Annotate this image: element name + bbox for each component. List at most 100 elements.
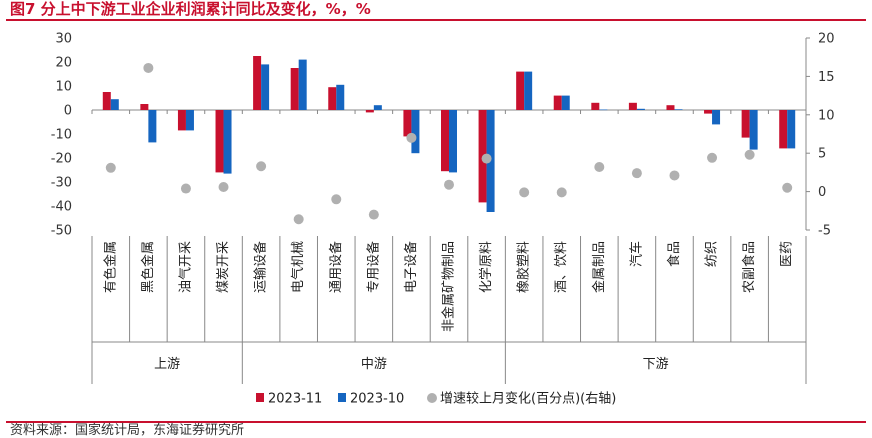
bar-2023-10 bbox=[674, 109, 683, 110]
category-label: 橡胶塑料 bbox=[516, 241, 532, 293]
bar-2023-10 bbox=[185, 110, 194, 131]
bar-2023-11 bbox=[704, 110, 713, 114]
change-point bbox=[707, 152, 718, 163]
bar-2023-10 bbox=[712, 110, 721, 125]
bar-2023-10 bbox=[787, 110, 796, 149]
y-left-tick-label: 10 bbox=[55, 80, 72, 95]
y-left-tick-label: 30 bbox=[55, 32, 72, 47]
bar-2023-10 bbox=[599, 109, 608, 111]
legend-swatch bbox=[338, 393, 346, 402]
change-point bbox=[669, 170, 680, 181]
group-label: 上游 bbox=[154, 357, 180, 372]
bar-2023-10 bbox=[336, 84, 345, 110]
bar-2023-11 bbox=[553, 95, 562, 110]
change-point bbox=[406, 132, 417, 143]
legend-swatch bbox=[256, 393, 264, 402]
bar-2023-10 bbox=[636, 108, 645, 110]
y-left-tick-label: -50 bbox=[51, 224, 72, 239]
bar-2023-11 bbox=[591, 102, 600, 110]
y-left-tick-label: -10 bbox=[51, 128, 72, 143]
bar-2023-10 bbox=[749, 110, 758, 150]
legend-swatch bbox=[427, 393, 437, 403]
y-right-tick-label: -5 bbox=[818, 224, 831, 239]
bar-2023-11 bbox=[441, 110, 449, 172]
change-point bbox=[180, 183, 191, 194]
bar-2023-11 bbox=[253, 56, 262, 110]
source-note: 资料来源：国家统计局，东海证券研究所 bbox=[10, 423, 245, 438]
y-right-tick-label: 0 bbox=[818, 185, 826, 200]
y-right-tick-label: 5 bbox=[818, 147, 826, 162]
change-point bbox=[744, 149, 755, 160]
change-point bbox=[368, 209, 379, 220]
bar-2023-11 bbox=[516, 71, 525, 110]
bar-2023-10 bbox=[298, 59, 307, 110]
category-label: 油气开采 bbox=[177, 241, 193, 293]
y-left-tick-label: 0 bbox=[64, 104, 72, 119]
change-point bbox=[631, 168, 642, 179]
change-point bbox=[444, 179, 454, 190]
y-right-tick-label: 10 bbox=[818, 108, 835, 123]
category-label: 金属制品 bbox=[591, 241, 607, 293]
change-point bbox=[218, 181, 229, 192]
bar-2023-11 bbox=[666, 105, 675, 110]
change-point bbox=[293, 214, 304, 225]
chart: 30 20 10 0 -10 -20 -30 -40 -50 20 15 10 5 0 -5 有色金属 黑色金属… bbox=[51, 32, 835, 407]
bar-2023-10 bbox=[110, 99, 119, 110]
category-label: 农副食品 bbox=[741, 241, 757, 293]
bar-2023-10 bbox=[261, 64, 270, 110]
bar-2023-10 bbox=[449, 110, 457, 173]
category-label: 通用设备 bbox=[328, 241, 344, 293]
category-label: 电气机械 bbox=[290, 241, 306, 293]
change-point bbox=[256, 161, 267, 172]
bar-2023-11 bbox=[779, 110, 788, 149]
bar-2023-11 bbox=[215, 110, 224, 173]
category-label: 煤炭开采 bbox=[216, 241, 231, 293]
bar-2023-11 bbox=[328, 87, 337, 110]
change-point bbox=[519, 187, 530, 198]
change-point bbox=[105, 162, 116, 173]
change-point bbox=[782, 182, 793, 193]
category-label: 电子设备 bbox=[403, 241, 419, 293]
bar-2023-11 bbox=[102, 92, 111, 110]
change-point bbox=[481, 153, 492, 164]
legend-label: 2023-10 bbox=[350, 392, 404, 407]
y-right-tick-label: 15 bbox=[818, 70, 835, 85]
change-point bbox=[143, 62, 154, 73]
bar-2023-11 bbox=[628, 102, 637, 110]
category-label: 食品 bbox=[666, 241, 682, 267]
bar-2023-11 bbox=[741, 110, 750, 138]
bar-2023-10 bbox=[561, 95, 570, 110]
category-label: 专用设备 bbox=[365, 241, 381, 293]
figure-title: 图7 分上中下游工业企业利润累计同比及变化，%，% bbox=[10, 0, 371, 18]
category-label: 纺织 bbox=[705, 241, 720, 267]
y-left-tick-label: -40 bbox=[51, 200, 72, 215]
category-label: 黑色金属 bbox=[140, 241, 156, 293]
bar-2023-10 bbox=[411, 110, 420, 154]
category-label: 化学原料 bbox=[478, 241, 494, 293]
group-label: 中游 bbox=[361, 357, 387, 372]
bar-2023-11 bbox=[290, 68, 299, 110]
bar-2023-11 bbox=[365, 110, 374, 113]
change-point bbox=[594, 162, 605, 173]
bar-2023-10 bbox=[223, 110, 232, 174]
bar-2023-11 bbox=[403, 110, 412, 137]
category-label: 有色金属 bbox=[102, 241, 118, 293]
y-right-tick-label: 20 bbox=[818, 32, 835, 47]
bottom-rule bbox=[6, 421, 866, 423]
category-label: 酒、饮料 bbox=[554, 241, 569, 293]
category-label: 非金属矿物制品 bbox=[441, 241, 457, 332]
category-label: 医药 bbox=[780, 241, 795, 267]
y-left-tick-label: -30 bbox=[51, 176, 72, 191]
bar-2023-11 bbox=[177, 110, 186, 131]
category-label: 运输设备 bbox=[253, 241, 269, 293]
y-left-tick-label: 20 bbox=[55, 56, 72, 71]
category-label: 汽车 bbox=[628, 241, 644, 267]
title-rule bbox=[6, 19, 866, 21]
change-point bbox=[331, 194, 342, 205]
group-label: 下游 bbox=[643, 357, 669, 372]
legend-label: 2023-11 bbox=[268, 392, 322, 407]
bar-2023-10 bbox=[524, 71, 533, 110]
bar-2023-10 bbox=[148, 110, 157, 143]
legend-label: 增速较上月变化(百分点)(右轴) bbox=[440, 391, 616, 407]
bar-2023-10 bbox=[373, 105, 382, 110]
